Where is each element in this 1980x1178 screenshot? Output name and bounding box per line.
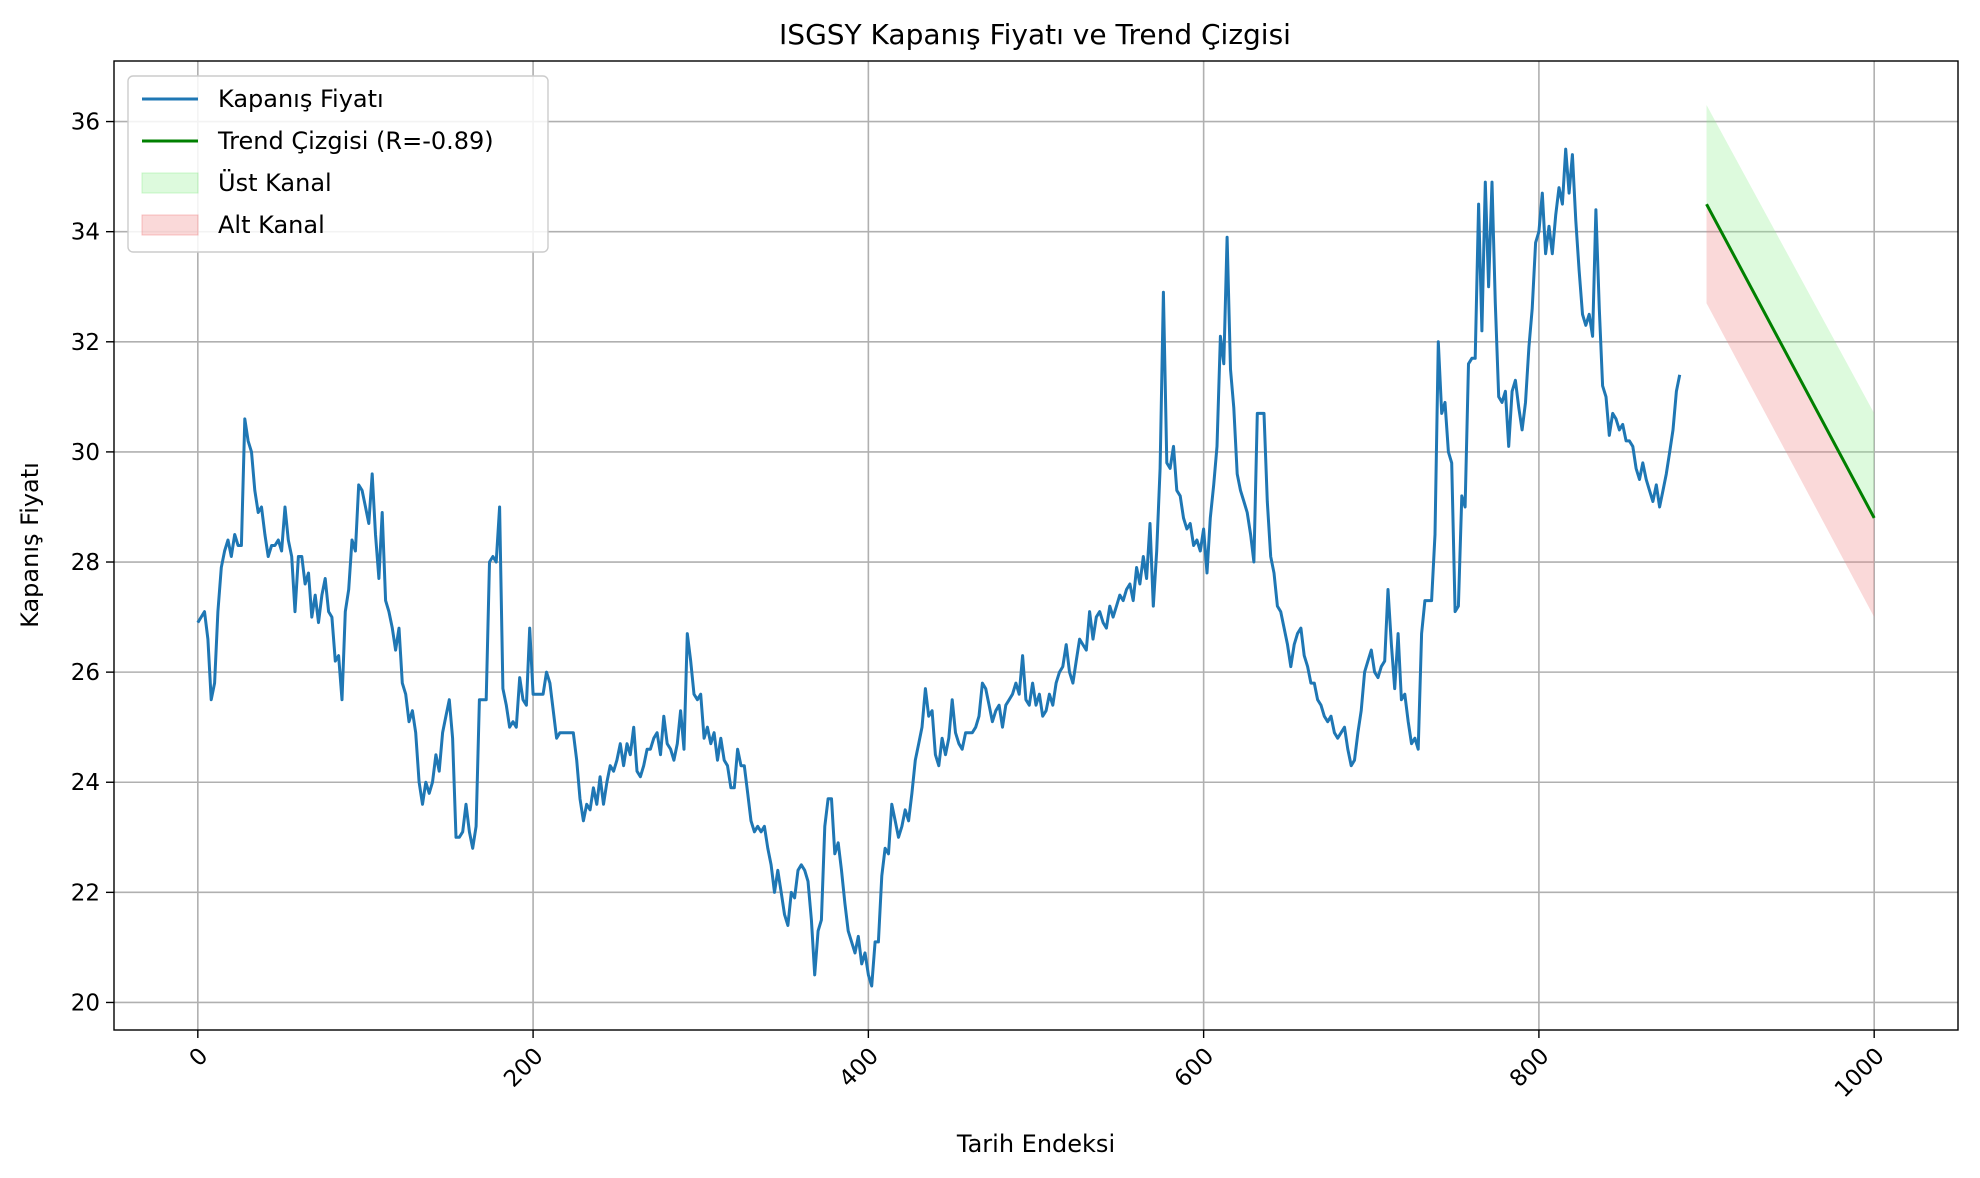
y-tick-label: 34 bbox=[71, 220, 100, 246]
y-tick-label: 30 bbox=[71, 440, 100, 466]
y-tick-label: 32 bbox=[71, 330, 100, 356]
channel-fills bbox=[1706, 105, 1875, 618]
legend-patch-swatch bbox=[141, 214, 199, 236]
y-tick-label: 28 bbox=[71, 550, 100, 576]
plot-frame bbox=[113, 60, 1959, 1031]
y-tick-label: 20 bbox=[71, 990, 100, 1016]
y-axis-label: Kapanış Fiyatı bbox=[16, 462, 44, 628]
legend-label: Kapanış Fiyatı bbox=[218, 85, 384, 113]
data-lines bbox=[196, 147, 1876, 988]
legend-patch-swatch bbox=[141, 172, 199, 194]
y-tick-label: 22 bbox=[71, 880, 100, 906]
x-axis-label: Tarih Endeksi bbox=[956, 1130, 1115, 1158]
y-tick-label: 26 bbox=[71, 660, 100, 686]
legend-label: Trend Çizgisi (R=-0.89) bbox=[217, 127, 494, 155]
legend: Kapanış Fiyatı Trend Çizgisi (R=-0.89) Üst… bbox=[127, 75, 549, 253]
legend-box bbox=[127, 75, 549, 253]
legend-label: Üst Kanal bbox=[218, 168, 332, 197]
grid-lines bbox=[114, 61, 1958, 1030]
y-tick-label: 36 bbox=[71, 110, 100, 136]
legend-label: Alt Kanal bbox=[218, 211, 325, 239]
trend-line bbox=[1705, 203, 1876, 519]
upper-channel-fill bbox=[1706, 105, 1875, 518]
price-series-line bbox=[196, 147, 1682, 988]
lower-channel-fill bbox=[1706, 204, 1875, 618]
y-tick-label: 24 bbox=[71, 770, 100, 796]
y-axis: 20 22 24 26 28 30 32 34 36 bbox=[71, 110, 114, 1016]
chart-title: ISGSY Kapanış Fiyatı ve Trend Çizgisi bbox=[779, 18, 1291, 51]
